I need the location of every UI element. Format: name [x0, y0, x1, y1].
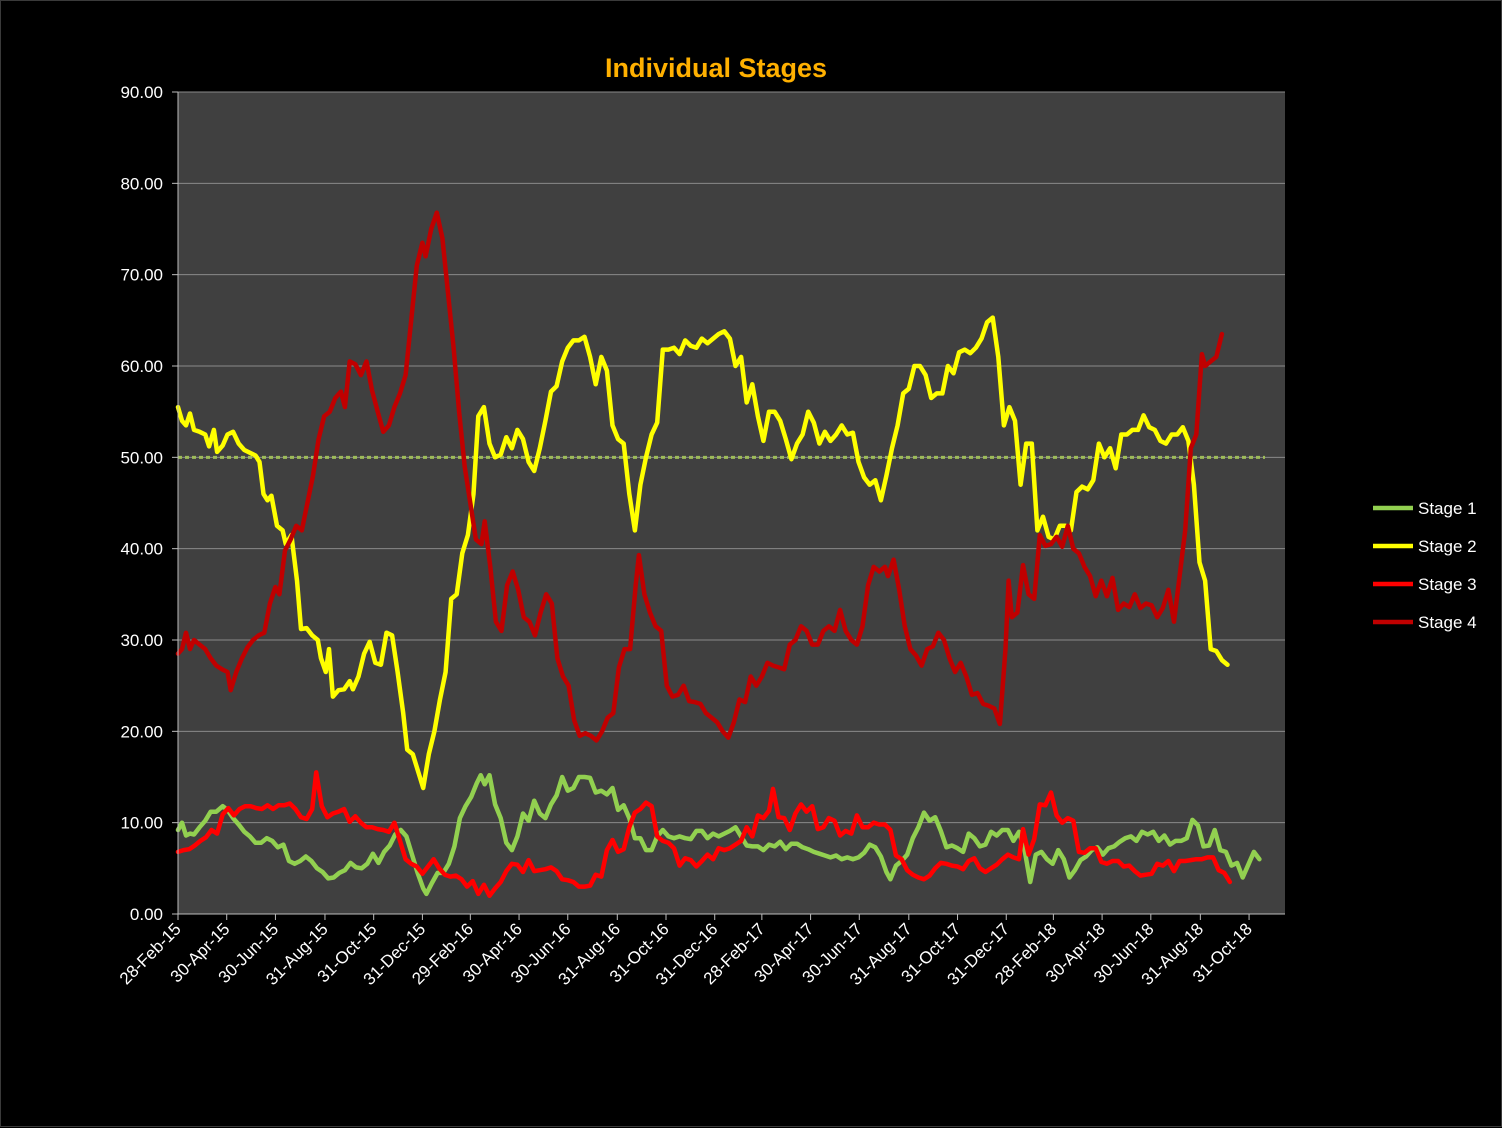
y-tick-label: 60.00 [120, 357, 163, 376]
series-line-stage-3 [175, 770, 1233, 898]
legend-label: Stage 3 [1418, 575, 1477, 594]
plot-area [178, 92, 1285, 914]
series-line-stage-2 [175, 315, 1230, 791]
series-layer [175, 210, 1262, 898]
series-line-stage-4 [175, 210, 1225, 743]
y-tick-label: 0.00 [130, 905, 163, 924]
legend-label: Stage 2 [1418, 537, 1477, 556]
legend-label: Stage 1 [1418, 499, 1477, 518]
y-tick-label: 40.00 [120, 540, 163, 559]
legend-label: Stage 4 [1418, 613, 1477, 632]
series-line-stage-1 [175, 772, 1262, 897]
y-tick-label: 70.00 [120, 266, 163, 285]
y-tick-label: 90.00 [120, 83, 163, 102]
y-tick-label: 20.00 [120, 722, 163, 741]
y-tick-label: 30.00 [120, 631, 163, 650]
y-tick-label: 10.00 [120, 814, 163, 833]
chart-title: Individual Stages [605, 53, 827, 83]
legend: Stage 1 Stage 2 Stage 3 Stage 4 [1373, 499, 1477, 632]
y-tick-label: 80.00 [120, 174, 163, 193]
y-tick-label: 50.00 [120, 448, 163, 467]
